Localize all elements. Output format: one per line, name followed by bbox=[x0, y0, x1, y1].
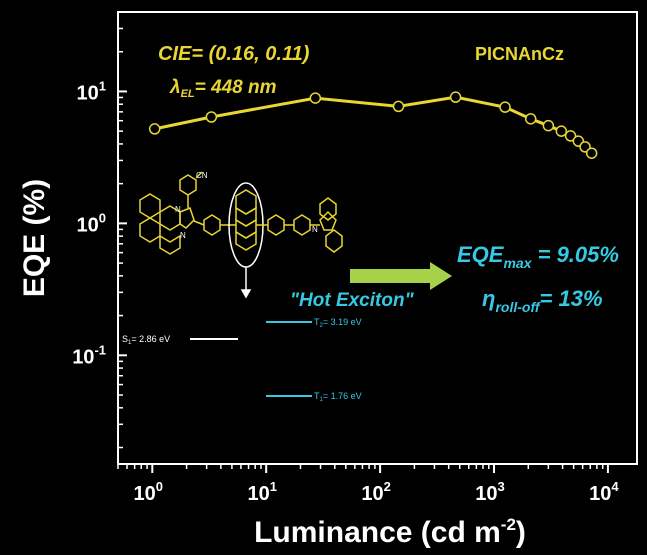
lambda-annotation: λEL= 448 nm bbox=[169, 77, 277, 100]
data-point bbox=[392, 100, 405, 113]
lambda-sub: EL bbox=[181, 88, 195, 100]
s1-main: S bbox=[122, 334, 128, 344]
hot-exciton-arrow bbox=[350, 262, 452, 290]
data-point bbox=[449, 91, 462, 103]
x-tick-label: 104 bbox=[589, 479, 619, 505]
data-point bbox=[542, 119, 555, 132]
eqe-max-annotation: EQEmax = 9.05% bbox=[457, 242, 619, 271]
roll-off-annotation: ηroll-off= 13% bbox=[482, 286, 603, 315]
s1-level-label: S1= 2.86 eV bbox=[122, 334, 170, 346]
cn-label: CN bbox=[196, 171, 208, 180]
compound-label: PICNAnCz bbox=[475, 44, 564, 64]
cie-annotation: CIE= (0.16, 0.11) bbox=[158, 43, 310, 65]
t2-value: = 3.19 eV bbox=[323, 317, 362, 327]
x-tick-label-exp: 0 bbox=[156, 479, 163, 494]
y-tick-label-exp: 1 bbox=[99, 78, 106, 93]
t1-value: = 1.76 eV bbox=[323, 391, 362, 401]
data-point bbox=[564, 130, 577, 142]
n-label-imidazole-2: N bbox=[180, 231, 186, 240]
x-tick-label: 102 bbox=[361, 479, 390, 505]
plot-frame bbox=[117, 11, 638, 465]
eqe-max-main: EQE bbox=[457, 242, 505, 267]
y-major-ticks bbox=[118, 90, 127, 357]
n-label-carbazole: N bbox=[312, 225, 318, 234]
lambda-value: = 448 nm bbox=[195, 77, 277, 98]
y-tick-label: 10-1 bbox=[72, 342, 106, 368]
x-tick-label-exp: 3 bbox=[498, 479, 505, 494]
s1-value: = 2.86 eV bbox=[131, 334, 170, 344]
x-minor-ticks bbox=[117, 464, 604, 469]
x-tick-label-exp: 4 bbox=[611, 479, 619, 494]
y-tick-label-exp: -1 bbox=[94, 342, 106, 357]
x-tick-label-base: 10 bbox=[247, 483, 269, 505]
y-tick-label-exp: 0 bbox=[99, 210, 106, 225]
data-point bbox=[205, 111, 218, 123]
x-tick-label: 100 bbox=[134, 479, 163, 505]
x-tick-labels: 100 101 102 103 104 bbox=[134, 479, 620, 505]
t2-main: T bbox=[314, 317, 320, 327]
x-axis-label-close: ) bbox=[516, 516, 526, 549]
n-label-imidazole: N bbox=[175, 205, 181, 214]
eta-value: = 13% bbox=[540, 286, 603, 311]
x-tick-label: 101 bbox=[247, 479, 276, 505]
data-point bbox=[499, 101, 511, 113]
s1-sub: 1 bbox=[128, 340, 132, 346]
eqe-max-sub: max bbox=[503, 255, 532, 271]
hot-exciton-label: "Hot Exciton" bbox=[290, 290, 415, 311]
y-tick-label-base: 10 bbox=[72, 346, 94, 368]
data-point bbox=[585, 147, 598, 159]
y-tick-label-base: 10 bbox=[77, 214, 99, 236]
x-tick-label-exp: 1 bbox=[270, 479, 277, 494]
t2-level-label: T2= 3.19 eV bbox=[314, 317, 362, 329]
x-tick-label-base: 10 bbox=[589, 483, 611, 505]
y-tick-label: 100 bbox=[77, 210, 106, 236]
molecule-structure bbox=[139, 171, 343, 299]
y-tick-label-base: 10 bbox=[77, 82, 99, 104]
x-tick-label-base: 10 bbox=[134, 483, 156, 505]
x-axis-label-sup: -2 bbox=[501, 515, 516, 534]
series-points bbox=[148, 91, 598, 159]
x-tick-label-base: 10 bbox=[361, 483, 383, 505]
t1-level-label: T1= 1.76 eV bbox=[314, 391, 362, 403]
data-point bbox=[524, 113, 537, 125]
x-major-ticks bbox=[151, 464, 609, 473]
y-minor-ticks bbox=[118, 11, 123, 449]
eta-sub: roll-off bbox=[495, 299, 540, 315]
data-point bbox=[555, 125, 568, 137]
data-point bbox=[309, 92, 322, 104]
eqe-max-value: = 9.05% bbox=[532, 242, 619, 267]
x-axis-label-main: Luminance (cd m bbox=[254, 516, 501, 549]
eta-symbol: η bbox=[482, 286, 495, 311]
data-point bbox=[148, 123, 161, 135]
x-tick-label: 103 bbox=[475, 479, 504, 505]
y-tick-label: 101 bbox=[77, 78, 106, 104]
x-axis-label: Luminance (cd m-2) bbox=[254, 515, 526, 549]
y-axis-label: EQE (%) bbox=[18, 179, 51, 297]
lambda-symbol: λ bbox=[169, 77, 181, 98]
x-tick-label-exp: 2 bbox=[384, 479, 391, 494]
t2-sub: 2 bbox=[320, 323, 324, 329]
t1-main: T bbox=[314, 391, 320, 401]
t1-sub: 1 bbox=[320, 397, 324, 403]
x-tick-label-base: 10 bbox=[475, 483, 497, 505]
